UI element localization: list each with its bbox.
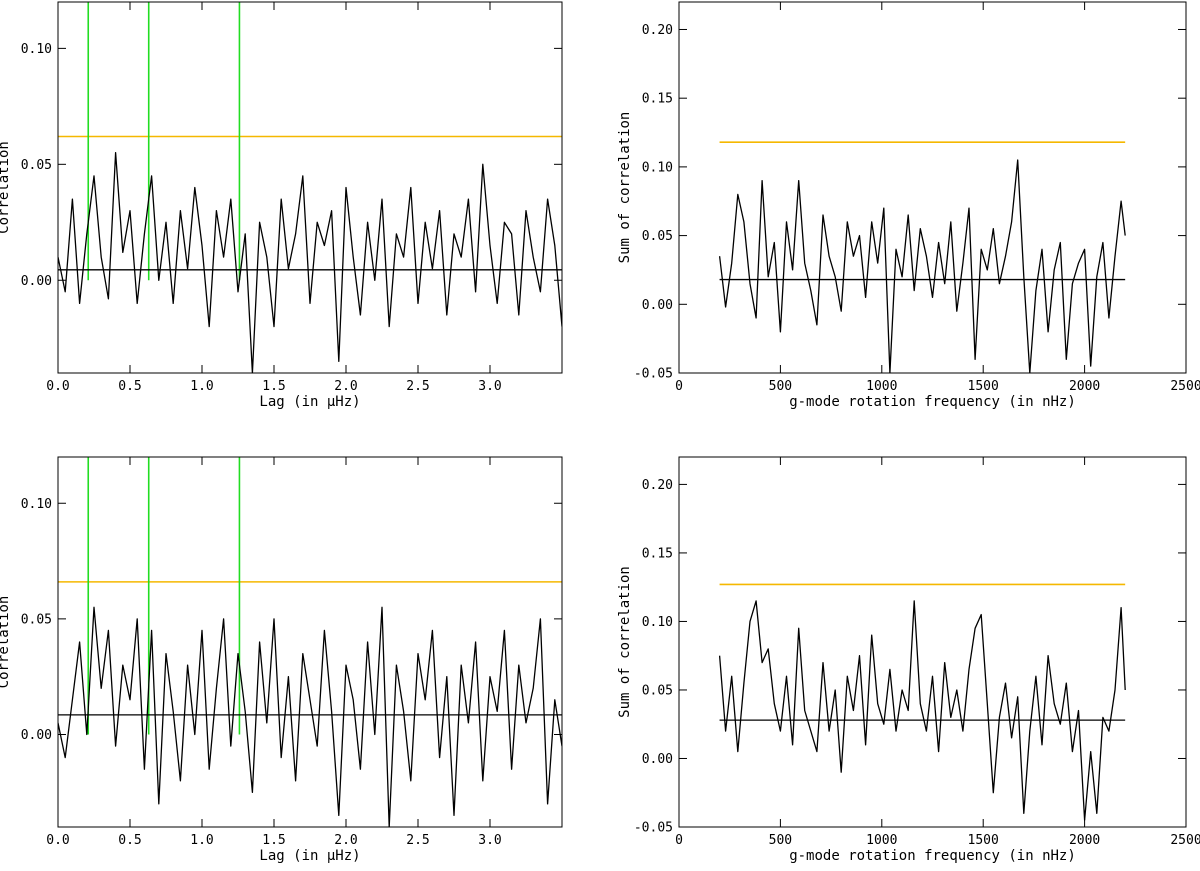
y-tick-label: 0.10 [21,497,52,512]
y-tick-label: -0.05 [634,821,673,836]
x-axis-label: Lag (in μHz) [259,394,360,410]
y-tick-label: 0.15 [642,92,673,107]
y-axis-label: Sum of correlation [617,112,633,264]
x-tick-label: 1000 [866,833,897,848]
y-tick-label: 0.10 [21,42,52,57]
y-tick-label: 0.10 [642,160,673,175]
y-tick-label: 0.20 [642,478,673,493]
x-tick-label: 1500 [968,379,999,394]
x-tick-label: 0.0 [46,379,69,394]
plot-frame [678,456,1187,828]
x-tick-label: 1000 [866,379,897,394]
x-tick-label: 2500 [1170,379,1200,394]
y-tick-label: 0.10 [642,615,673,630]
plot-area [718,583,1126,821]
y-tick-label: 0.15 [642,546,673,561]
x-tick-label: 1.5 [262,379,285,394]
x-tick-label: 2.0 [334,379,357,394]
series-line [718,600,1126,821]
y-tick-label: 0.00 [642,752,673,767]
chart-top-left: 0.0 0.5 1.0 1.5 2.0 2.5 3.0 0.00 0.05 0.10 Lag (in… [0,1,563,410]
y-tick-label: 0.05 [642,229,673,244]
y-tick-label: 0.00 [21,728,52,743]
x-tick-label: 0.5 [118,833,141,848]
plot-frame [678,1,1187,374]
y-tick-label: 0.05 [21,612,52,627]
plot-frame [57,456,563,828]
x-tick-label: 2.0 [334,833,357,848]
chart-top-right: 0 500 1000 1500 2000 2500 -0.05 0.00 0.05 0.10 0.1… [617,1,1200,410]
x-tick-label: 0.0 [46,833,69,848]
y-tick-label: 0.00 [21,274,52,289]
x-tick-label: 1.0 [190,833,213,848]
x-tick-label: 3.0 [478,833,501,848]
x-tick-label: 0 [675,833,683,848]
x-axis-label: g-mode rotation frequency (in nHz) [789,848,1076,864]
y-tick-label: -0.05 [634,367,673,382]
y-tick-label: 0.20 [642,23,673,38]
series-line [58,152,562,373]
x-tick-label: 1500 [968,833,999,848]
series-line [718,159,1126,373]
x-tick-label: 3.0 [478,379,501,394]
x-tick-label: 500 [769,833,792,848]
y-axis-label: Correlation [0,596,12,689]
x-tick-label: 2000 [1069,379,1100,394]
plot-area [58,457,562,827]
plot-frame [57,1,563,374]
plot-area [58,2,562,373]
y-axis-label: Correlation [0,141,12,234]
plot-area [718,141,1126,373]
y-tick-label: 0.05 [642,683,673,698]
x-tick-label: 1.0 [190,379,213,394]
series-line [58,606,562,827]
x-tick-label: 500 [769,379,792,394]
x-axis-label: Lag (in μHz) [259,848,360,864]
y-axis-label: Sum of correlation [617,566,633,718]
y-tick-label: 0.05 [21,158,52,173]
x-tick-label: 0.5 [118,379,141,394]
x-tick-label: 1.5 [262,833,285,848]
y-tick-label: 0.00 [642,298,673,313]
chart-bottom-right: 0 500 1000 1500 2000 2500 -0.05 0.00 0.05 0.10 0.1… [617,456,1200,864]
x-axis-label: g-mode rotation frequency (in nHz) [789,394,1076,410]
x-tick-label: 0 [675,379,683,394]
x-tick-label: 2500 [1170,833,1200,848]
x-tick-label: 2000 [1069,833,1100,848]
x-tick-label: 2.5 [406,379,429,394]
chart-bottom-left: 0.0 0.5 1.0 1.5 2.0 2.5 3.0 0.00 0.05 0.10 Lag (in… [0,456,563,864]
x-tick-label: 2.5 [406,833,429,848]
